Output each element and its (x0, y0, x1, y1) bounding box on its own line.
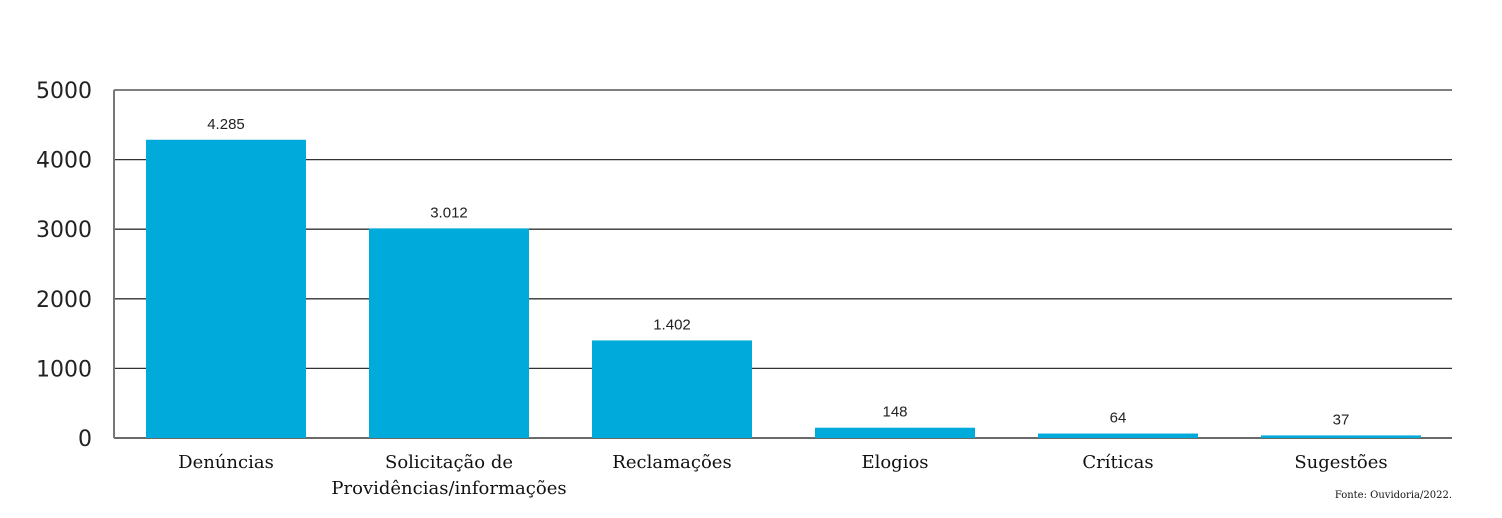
data-label: 1.402 (653, 316, 691, 333)
y-tick-label: 4000 (36, 149, 92, 174)
bar (146, 139, 306, 438)
bar (592, 340, 752, 438)
y-tick-label: 1000 (36, 357, 92, 382)
data-label: 4.285 (207, 116, 245, 133)
data-label: 3.012 (430, 204, 468, 221)
data-label: 64 (1110, 410, 1127, 427)
category-label: Reclamações (612, 452, 731, 473)
y-tick-label: 0 (78, 427, 92, 452)
bar (1038, 433, 1198, 438)
category-label: Providências/informações (331, 478, 566, 499)
y-tick-label: 5000 (36, 79, 92, 104)
y-tick-label: 3000 (36, 218, 92, 243)
bar (369, 228, 529, 438)
bar (1261, 435, 1421, 438)
bar (815, 427, 975, 438)
source-note: Fonte: Ouvidoria/2022. (1335, 490, 1452, 501)
category-label: Denúncias (178, 452, 274, 473)
category-label: Solicitação de (385, 452, 513, 473)
category-label: Elogios (861, 452, 928, 473)
data-label: 37 (1333, 411, 1350, 428)
category-label: Críticas (1082, 452, 1153, 473)
y-tick-label: 2000 (36, 288, 92, 313)
category-label: Sugestões (1294, 452, 1387, 473)
data-label: 148 (882, 404, 907, 421)
